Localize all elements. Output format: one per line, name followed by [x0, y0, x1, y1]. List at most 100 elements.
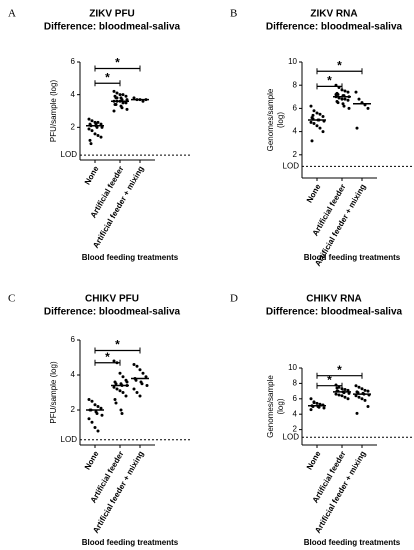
data-point: [363, 398, 367, 402]
lod-label: LOD: [283, 162, 300, 171]
data-point: [318, 126, 322, 130]
data-point: [95, 412, 99, 415]
panel-letter: B: [230, 8, 237, 20]
x-axis-label: Blood feeding treatments: [304, 538, 401, 547]
data-point: [96, 429, 100, 433]
y-tick-label: 6: [71, 57, 76, 66]
data-point: [118, 93, 122, 97]
data-point: [318, 112, 322, 116]
y-tick-label: 8: [293, 80, 298, 89]
significance-label: *: [105, 70, 110, 84]
data-point: [95, 125, 99, 129]
y-tick-label: 2: [71, 122, 76, 131]
panel-letter: C: [8, 293, 15, 305]
significance-label: *: [327, 373, 332, 387]
data-point: [335, 386, 339, 390]
data-point: [96, 134, 100, 137]
y-axis-label: PFU/sample (log): [49, 361, 58, 424]
data-point: [360, 397, 364, 401]
data-point: [125, 107, 129, 111]
data-point: [357, 97, 361, 101]
data-point: [132, 96, 136, 100]
y-tick-label: 10: [288, 57, 297, 66]
data-point: [341, 102, 345, 106]
significance-label: *: [115, 56, 120, 70]
data-point: [134, 378, 138, 382]
data-point: [135, 391, 139, 394]
data-point: [89, 142, 93, 146]
panel-subtitle: Difference: bloodmeal-saliva: [44, 22, 181, 33]
data-point: [366, 389, 370, 393]
data-point: [138, 394, 142, 398]
x-axis-label: Blood feeding treatments: [82, 538, 179, 547]
data-point: [114, 401, 118, 405]
panel-title: ZIKV PFU: [89, 9, 135, 20]
data-point: [121, 93, 125, 97]
data-point: [312, 121, 316, 125]
x-tick-label: None: [83, 164, 101, 186]
data-point: [141, 99, 145, 103]
data-point: [114, 382, 118, 386]
data-point: [96, 120, 100, 124]
panel: D CHIKV RNA Difference: bloodmeal-saliva Ge…: [230, 293, 412, 547]
data-point: [120, 412, 124, 415]
y-tick-label: 10: [288, 363, 297, 372]
data-point: [94, 122, 98, 126]
panel: A ZIKV PFU Difference: bloodmeal-saliva PFU…: [8, 8, 190, 262]
data-point: [112, 385, 116, 389]
data-point: [90, 119, 94, 123]
x-tick-label: None: [305, 182, 323, 204]
data-point: [309, 397, 313, 401]
data-point: [90, 420, 94, 424]
data-point: [346, 397, 350, 401]
data-point: [120, 106, 124, 110]
y-tick-label: 2: [293, 425, 298, 434]
data-point: [309, 408, 313, 412]
y-tick-label: 8: [293, 379, 298, 388]
data-point: [125, 380, 129, 384]
data-point: [366, 405, 370, 408]
data-point: [346, 388, 350, 392]
data-point: [124, 94, 128, 98]
data-point: [138, 368, 142, 372]
data-point: [363, 388, 367, 392]
data-point: [140, 382, 144, 386]
significance-label: *: [337, 58, 342, 72]
y-tick-label: 4: [71, 90, 76, 99]
x-axis-label: Blood feeding treatments: [82, 253, 179, 262]
panel-subtitle: Difference: bloodmeal-saliva: [266, 307, 403, 318]
data-point: [119, 408, 123, 412]
data-point: [355, 411, 359, 415]
x-tick-label: None: [83, 449, 101, 471]
data-point: [315, 401, 319, 405]
x-axis-label: Blood feeding treatments: [304, 253, 401, 262]
data-point: [322, 406, 326, 410]
data-point: [334, 92, 338, 96]
data-point: [357, 395, 361, 399]
data-point: [120, 98, 124, 102]
data-point: [354, 384, 358, 388]
data-point: [87, 398, 91, 401]
y-tick-label: 2: [71, 405, 76, 414]
data-point: [124, 394, 128, 398]
panel-subtitle: Difference: bloodmeal-saliva: [266, 22, 403, 33]
panel-letter: A: [8, 8, 16, 20]
data-point: [100, 125, 104, 129]
data-point: [347, 106, 351, 110]
data-point: [132, 363, 136, 366]
panel-subtitle: Difference: bloodmeal-saliva: [44, 307, 181, 318]
data-point: [343, 89, 347, 93]
data-point: [135, 364, 139, 368]
panel-letter: D: [230, 293, 238, 305]
data-point: [343, 395, 347, 399]
data-point: [343, 388, 347, 392]
data-point: [343, 97, 347, 101]
significance-label: *: [115, 338, 120, 352]
data-point: [90, 399, 94, 403]
data-point: [355, 126, 359, 130]
data-point: [312, 401, 316, 405]
data-point: [310, 139, 314, 143]
y-tick-label: 6: [293, 104, 298, 113]
y-tick-label: 2: [293, 150, 298, 159]
